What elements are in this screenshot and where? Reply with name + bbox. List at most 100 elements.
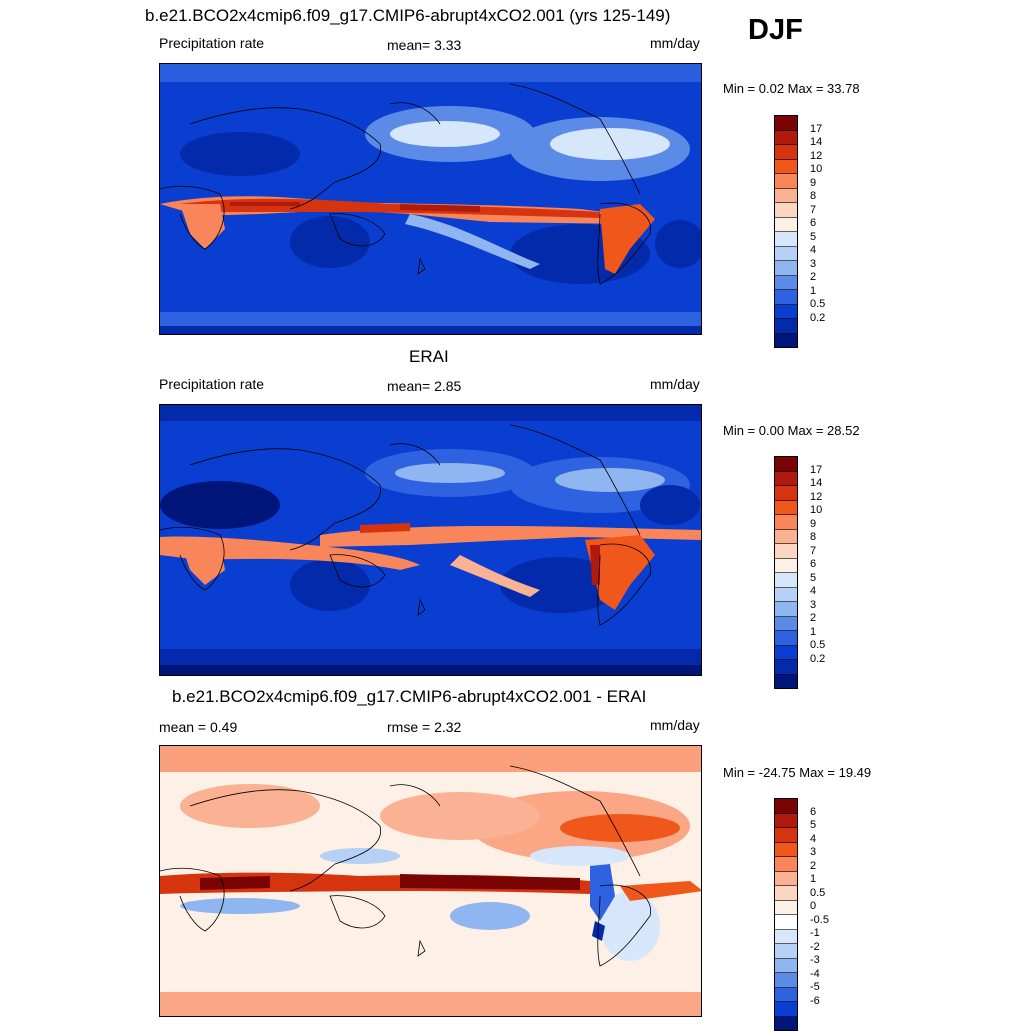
panel-2-colorbar-segment <box>775 457 797 472</box>
panel-1-colorbar-segment <box>775 217 797 232</box>
panel-1-colorbar-tick: 3 <box>810 258 817 270</box>
panel-2-colorbar-tick: 17 <box>810 464 823 476</box>
panel-1-colorbar-segment <box>775 290 797 305</box>
panel-3-colorbar-segment <box>775 973 797 988</box>
panel-2-colorbar-segment <box>775 674 797 688</box>
panel-2-colorbar-tick: 9 <box>810 518 817 530</box>
panel-1-colorbar-segment <box>775 333 797 347</box>
panel-1-mean-label: mean= 3.33 <box>387 37 462 53</box>
panel-1-colorbar-tick: 5 <box>810 231 817 243</box>
panel-2-colorbar <box>774 456 798 689</box>
panel-1-colorbar-segment <box>775 188 797 203</box>
panel-3-colorbar-segment <box>775 828 797 843</box>
panel-1-colorbar-segment <box>775 130 797 145</box>
panel-2-colorbar-tick: 12 <box>810 491 823 503</box>
panel-2-colorbar-segment <box>775 573 797 588</box>
panel-3-colorbar-tick: 6 <box>810 806 817 818</box>
panel-1-title: b.e21.BCO2x4cmip6.f09_g17.CMIP6-abrupt4x… <box>145 6 671 25</box>
panel-1-map <box>159 63 702 335</box>
panel-3-colorbar-tick: -5 <box>810 981 820 993</box>
panel-3-colorbar-tick: -0.5 <box>810 914 829 926</box>
panel-3-colorbar-segment <box>775 915 797 930</box>
panel-1-colorbar-segment <box>775 304 797 319</box>
panel-1-colorbar-tick: 10 <box>810 163 823 175</box>
panel-1-colorbar-tick: 8 <box>810 190 817 202</box>
panel-2-colorbar-segment <box>775 602 797 617</box>
panel-1-colorbar-segment <box>775 275 797 290</box>
panel-1-colorbar-segment <box>775 159 797 174</box>
panel-3-colorbar-segment <box>775 871 797 886</box>
panel-3-colorbar-tick: -2 <box>810 941 820 953</box>
panel-1-colorbar-tick: 1 <box>810 285 817 297</box>
panel-3-minmax-label: Min = -24.75 Max = 19.49 <box>723 765 872 780</box>
panel-2-map <box>159 404 702 676</box>
panel-2-colorbar-segment <box>775 515 797 530</box>
panel-3-colorbar-tick: 2 <box>810 860 817 872</box>
panel-3-map <box>159 745 702 1017</box>
panel-1-colorbar-segment <box>775 174 797 189</box>
panel-1-colorbar-segment <box>775 232 797 247</box>
panel-2-colorbar-tick: 0.2 <box>810 653 826 665</box>
panel-2-colorbar-segment <box>775 471 797 486</box>
panel-3-colorbar-segment <box>775 886 797 901</box>
panel-2-colorbar-tick: 6 <box>810 558 817 570</box>
panel-1-colorbar-segment <box>775 319 797 334</box>
panel-2-colorbar-segment <box>775 587 797 602</box>
panel-1-units-label: mm/day <box>650 35 700 51</box>
panel-2-colorbar-segment <box>775 645 797 660</box>
panel-1-variable-label: Precipitation rate <box>159 35 265 51</box>
panel-1-colorbar-tick: 7 <box>810 204 817 216</box>
panel-3-colorbar-segment <box>775 799 797 814</box>
panel-3-colorbar-tick: -1 <box>810 927 820 939</box>
panel-2-minmax-label: Min = 0.00 Max = 28.52 <box>723 423 860 438</box>
panel-1-colorbar-tick: 0.5 <box>810 298 826 310</box>
panel-1-colorbar-tick: 6 <box>810 217 817 229</box>
panel-3-title: b.e21.BCO2x4cmip6.f09_g17.CMIP6-abrupt4x… <box>172 687 647 706</box>
panel-2-colorbar-tick: 14 <box>810 477 823 489</box>
panel-3-mean-label: mean = 0.49 <box>159 719 238 735</box>
panel-2-colorbar-segment <box>775 486 797 501</box>
panel-1-minmax-label: Min = 0.02 Max = 33.78 <box>723 81 860 96</box>
panel-3-colorbar-tick: 0.5 <box>810 887 826 899</box>
panel-3-colorbar-segment <box>775 900 797 915</box>
panel-1-colorbar-tick: 0.2 <box>810 312 826 324</box>
panel-1-colorbar-segment <box>775 203 797 218</box>
panel-1-colorbar-tick: 12 <box>810 150 823 162</box>
panel-3-colorbar-segment <box>775 987 797 1002</box>
panel-2-mean-label: mean= 2.85 <box>387 378 462 394</box>
panel-2-title: ERAI <box>409 347 449 366</box>
panel-3-units-label: mm/day <box>650 717 700 733</box>
panel-2-colorbar-tick: 2 <box>810 612 817 624</box>
panel-2-colorbar-tick: 4 <box>810 585 817 597</box>
panel-1-colorbar-tick: 9 <box>810 177 817 189</box>
panel-2-colorbar-segment <box>775 631 797 646</box>
panel-3-colorbar-segment <box>775 1002 797 1017</box>
panel-1-colorbar-segment <box>775 116 797 131</box>
panel-1-colorbar-tick: 2 <box>810 271 817 283</box>
panel-1-colorbar-segment <box>775 261 797 276</box>
panel-3-colorbar <box>774 798 798 1031</box>
panel-2-units-label: mm/day <box>650 376 700 392</box>
panel-3-colorbar-tick: 4 <box>810 833 817 845</box>
panel-2-colorbar-tick: 10 <box>810 504 823 516</box>
panel-2-colorbar-segment <box>775 616 797 631</box>
panel-1-colorbar-segment <box>775 246 797 261</box>
panel-3-colorbar-tick: 1 <box>810 873 817 885</box>
panel-3-colorbar-tick: 5 <box>810 819 817 831</box>
panel-2-colorbar-tick: 3 <box>810 599 817 611</box>
panel-1-colorbar-tick: 17 <box>810 123 823 135</box>
panel-1-colorbar-tick: 14 <box>810 136 823 148</box>
panel-2-colorbar-tick: 7 <box>810 545 817 557</box>
panel-2-colorbar-segment <box>775 558 797 573</box>
panel-1-colorbar-tick: 4 <box>810 244 817 256</box>
panel-2-colorbar-tick: 5 <box>810 572 817 584</box>
panel-1-colorbar-segment <box>775 145 797 160</box>
panel-3-rmse-label: rmse = 2.32 <box>387 719 462 735</box>
panel-3-colorbar-segment <box>775 929 797 944</box>
panel-3-colorbar-segment <box>775 944 797 959</box>
panel-2-colorbar-segment <box>775 660 797 675</box>
panel-3-colorbar-segment <box>775 857 797 872</box>
panel-3-colorbar-tick: 0 <box>810 900 817 912</box>
panel-2-colorbar-segment <box>775 500 797 515</box>
panel-2-colorbar-tick: 8 <box>810 531 817 543</box>
